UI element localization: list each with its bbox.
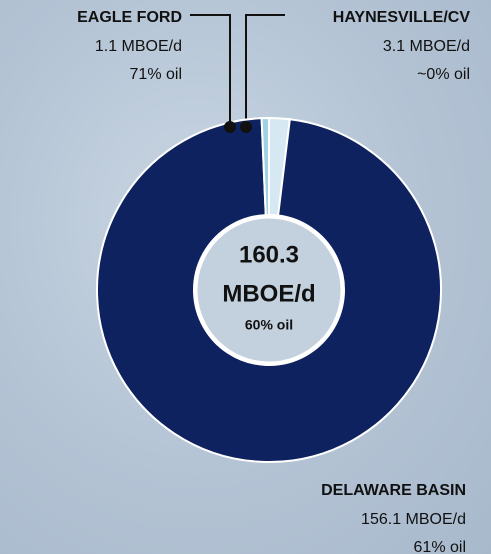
leader-dot xyxy=(224,121,236,133)
slice-name: DELAWARE BASIN xyxy=(321,482,466,499)
value-label: 3.1 MBOE/d xyxy=(383,38,470,55)
slice-name: HAYNESVILLE/CV xyxy=(333,9,471,26)
page: 160.3 MBOE/d 60% oil HAYNESVILLE/CV 3.1 MBOE… xyxy=(0,0,491,554)
center-value: 160.3 xyxy=(239,241,299,268)
chart: 160.3 MBOE/d 60% oil HAYNESVILLE/CV 3.1 MBOE… xyxy=(0,0,491,554)
value-label: 156.1 MBOE/d xyxy=(361,511,466,528)
leader-line xyxy=(190,15,230,127)
oil-label: 71% oil xyxy=(130,66,182,83)
center-note: 60% oil xyxy=(245,317,293,333)
leader-line xyxy=(246,15,285,127)
value-label: 1.1 MBOE/d xyxy=(95,38,182,55)
center-unit: MBOE/d xyxy=(222,280,315,307)
oil-label: ~0% oil xyxy=(417,66,470,83)
slice-name: EAGLE FORD xyxy=(77,9,182,26)
leader-dot xyxy=(240,121,252,133)
oil-label: 61% oil xyxy=(414,539,466,554)
